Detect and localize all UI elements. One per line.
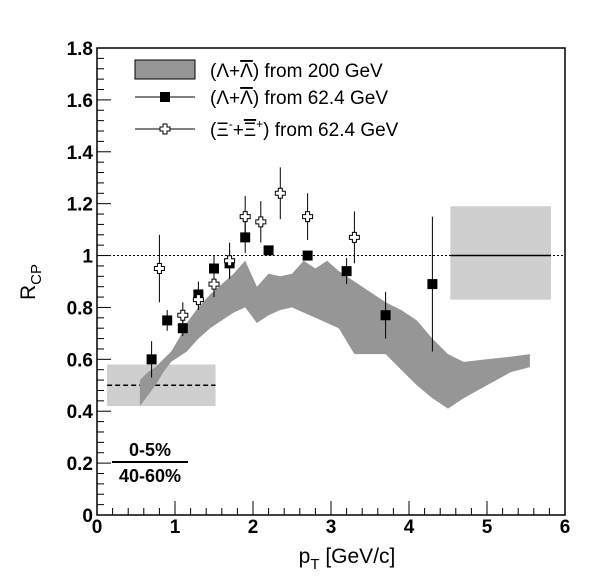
tick-labels: 0 1 2 3 4 5 6 0 0.2 0.4 0.6 0.8 1 1.2 1.4 1.6 1.8 bbox=[67, 39, 571, 538]
legend-label-band: (Λ+Λ) from 200 GeV bbox=[210, 61, 383, 82]
y-tick-label: 0 bbox=[82, 506, 93, 527]
y-tick-label: 1 bbox=[82, 247, 93, 268]
x-axis-title-unit: [GeV/c] bbox=[320, 545, 396, 568]
legend-square-marker bbox=[160, 92, 170, 102]
legend-band-part2: ) from 200 GeV bbox=[253, 61, 383, 82]
point-lambda_62 bbox=[209, 263, 219, 274]
legend-cross-part1: (Ξ bbox=[210, 120, 229, 141]
point-xi_62 bbox=[192, 294, 204, 306]
y-tick-label: 0.4 bbox=[67, 402, 94, 423]
point-xi_62 bbox=[153, 263, 165, 275]
legend-square-bar: Λ bbox=[240, 88, 253, 109]
point-xi_62 bbox=[255, 216, 267, 228]
x-tick-label: 6 bbox=[560, 517, 571, 538]
point-lambda_62 bbox=[162, 315, 173, 326]
y-tick-label: 0.8 bbox=[67, 298, 93, 319]
y-axis-title-main: R bbox=[17, 285, 40, 300]
legend-band-swatch bbox=[134, 59, 196, 80]
point-xi_62 bbox=[177, 309, 189, 321]
legend-label-cross: (Ξ-+Ξ+) from 62.4 GeV bbox=[210, 117, 399, 141]
x-axis-title: pT [GeV/c] bbox=[299, 545, 396, 573]
y-axis-title: RCP bbox=[17, 264, 45, 300]
legend-cross-part3: ) from 62.4 GeV bbox=[263, 120, 398, 141]
legend-band-bar: Λ bbox=[240, 61, 253, 82]
centrality-numerator: 0-5% bbox=[129, 440, 171, 460]
legend-band-part1: (Λ+ bbox=[210, 61, 240, 82]
legend-square-part2: ) from 62.4 GeV bbox=[253, 88, 388, 109]
legend-cross-bar: Ξ bbox=[244, 120, 256, 141]
x-axis-title-sub: T bbox=[310, 556, 319, 573]
band-layer bbox=[139, 260, 530, 409]
point-xi_62 bbox=[239, 211, 251, 223]
legend-label-square: (Λ+Λ) from 62.4 GeV bbox=[210, 88, 388, 109]
y-axis-title-sub: CP bbox=[28, 264, 45, 285]
point-lambda_62 bbox=[380, 310, 391, 321]
y-tick-label: 0.2 bbox=[67, 454, 93, 475]
point-xi_62 bbox=[302, 211, 314, 223]
x-tick-label: 5 bbox=[482, 517, 493, 538]
y-tick-label: 0.6 bbox=[67, 350, 93, 371]
axes bbox=[96, 47, 566, 516]
point-xi_62 bbox=[224, 255, 236, 267]
x-tick-label: 1 bbox=[170, 517, 181, 538]
high-pt-normalization-box bbox=[450, 206, 551, 300]
point-lambda_62 bbox=[341, 266, 352, 277]
centrality-denominator: 40-60% bbox=[119, 466, 181, 486]
legend-cross-sup2: + bbox=[256, 117, 263, 131]
point-lambda_62 bbox=[146, 354, 157, 365]
points-layer bbox=[146, 167, 438, 378]
point-lambda_62 bbox=[263, 245, 274, 256]
band-lambda_200 bbox=[139, 260, 530, 409]
point-xi_62 bbox=[348, 231, 360, 243]
point-lambda_62 bbox=[302, 250, 313, 261]
x-axis-title-main: p bbox=[299, 545, 311, 568]
y-tick-label: 1.6 bbox=[67, 91, 93, 112]
x-tick-label: 0 bbox=[92, 517, 103, 538]
y-tick-label: 1.8 bbox=[67, 39, 93, 60]
legend-cross-part2: + bbox=[233, 120, 244, 141]
x-tick-label: 4 bbox=[404, 517, 415, 538]
y-tick-label: 1.4 bbox=[67, 143, 94, 164]
centrality-label: 0-5% 40-60% bbox=[112, 440, 188, 486]
x-tick-label: 3 bbox=[326, 517, 337, 538]
legend: (Λ+Λ) from 200 GeV (Λ+Λ) from 62.4 GeV (… bbox=[134, 59, 399, 141]
y-tick-label: 1.2 bbox=[67, 195, 93, 216]
x-tick-label: 2 bbox=[248, 517, 259, 538]
point-xi_62 bbox=[208, 278, 220, 290]
legend-square-part1: (Λ+ bbox=[210, 88, 240, 109]
point-xi_62 bbox=[274, 187, 286, 199]
legend-cross-sup1: - bbox=[229, 117, 233, 131]
point-lambda_62 bbox=[427, 279, 438, 290]
legend-cross-marker bbox=[159, 123, 171, 135]
